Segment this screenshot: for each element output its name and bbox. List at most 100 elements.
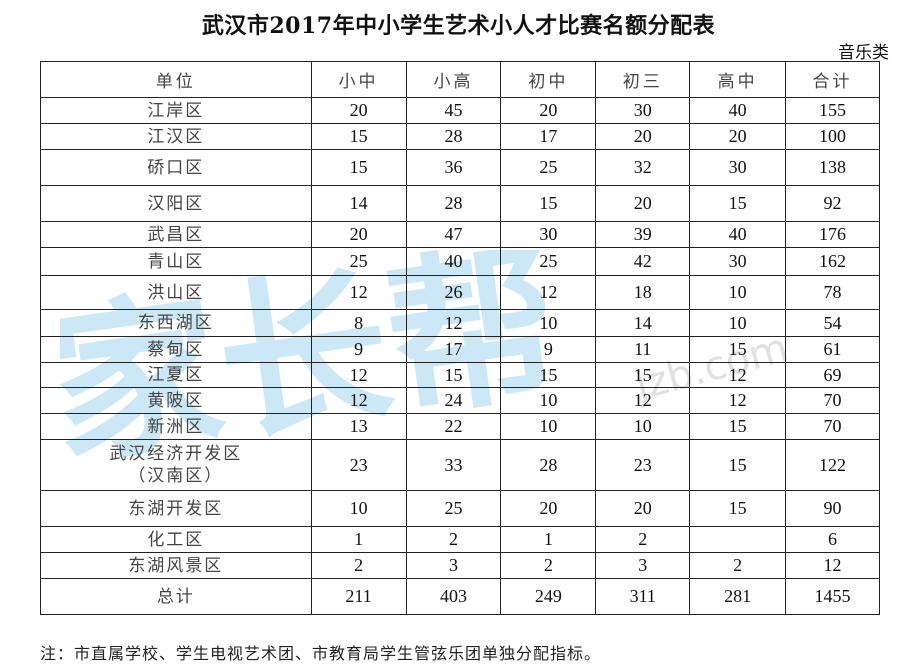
quota-cell: 1 bbox=[310, 526, 407, 553]
table-row: 江汉区 15 28 17 20 20 100 bbox=[40, 123, 880, 150]
district-name: 总计 bbox=[40, 578, 312, 615]
quota-cell: 25 bbox=[500, 149, 597, 186]
table-row: 东西湖区 8 12 10 14 10 54 bbox=[40, 309, 880, 337]
quota-cell: 36 bbox=[405, 149, 502, 186]
district-name: 青山区 bbox=[40, 247, 312, 276]
quota-cell: 15 bbox=[689, 413, 787, 440]
quota-cell: 28 bbox=[405, 123, 502, 150]
district-name: 东湖开发区 bbox=[40, 490, 312, 527]
district-name: 江夏区 bbox=[40, 362, 312, 388]
quota-cell: 69 bbox=[785, 362, 880, 388]
quota-cell bbox=[689, 526, 787, 553]
quota-table: 单位 小中 小高 初中 初三 高中 合计 江岸区 20 45 20 30 40 155 江汉区 15 28 17 2… bbox=[40, 61, 880, 615]
quota-cell: 45 bbox=[405, 97, 502, 124]
quota-cell: 1455 bbox=[785, 578, 880, 615]
quota-cell: 3 bbox=[595, 552, 691, 579]
quota-cell: 12 bbox=[689, 387, 787, 414]
quota-cell: 20 bbox=[310, 221, 407, 248]
quota-cell: 9 bbox=[310, 336, 407, 363]
district-name: 硚口区 bbox=[40, 149, 312, 186]
quota-cell: 32 bbox=[595, 149, 691, 186]
district-name: 江岸区 bbox=[40, 97, 312, 124]
quota-cell: 10 bbox=[689, 309, 787, 337]
quota-cell: 70 bbox=[785, 413, 880, 440]
district-name: 蔡甸区 bbox=[40, 336, 312, 363]
district-name: 新洲区 bbox=[40, 413, 312, 440]
quota-cell: 6 bbox=[785, 526, 880, 553]
quota-cell: 20 bbox=[595, 185, 691, 222]
quota-cell: 122 bbox=[785, 439, 880, 491]
quota-cell: 12 bbox=[785, 552, 880, 579]
column-header: 小中 bbox=[310, 61, 407, 98]
quota-cell: 17 bbox=[500, 123, 597, 150]
category-label: 音乐类 bbox=[838, 43, 889, 63]
table-row: 硚口区 15 36 25 32 30 138 bbox=[40, 149, 880, 186]
quota-cell: 14 bbox=[595, 309, 691, 337]
table-header-row: 单位 小中 小高 初中 初三 高中 合计 bbox=[40, 61, 880, 98]
quota-cell: 15 bbox=[500, 362, 597, 388]
column-header: 单位 bbox=[40, 61, 312, 98]
table-row: 江岸区 20 45 20 30 40 155 bbox=[40, 97, 880, 124]
quota-cell: 176 bbox=[785, 221, 880, 248]
table-row: 东湖开发区 10 25 20 20 15 90 bbox=[40, 490, 880, 527]
quota-cell: 25 bbox=[405, 490, 502, 527]
quota-cell: 92 bbox=[785, 185, 880, 222]
quota-cell: 54 bbox=[785, 309, 880, 337]
quota-cell: 10 bbox=[310, 490, 407, 527]
quota-cell: 100 bbox=[785, 123, 880, 150]
table-row: 洪山区 12 26 12 18 10 78 bbox=[40, 275, 880, 310]
quota-cell: 20 bbox=[310, 97, 407, 124]
quota-cell: 162 bbox=[785, 247, 880, 276]
table-row: 黄陂区 12 24 10 12 12 70 bbox=[40, 387, 880, 414]
quota-cell: 30 bbox=[500, 221, 597, 248]
district-name: 东西湖区 bbox=[40, 309, 312, 337]
table-row: 武昌区 20 47 30 39 40 176 bbox=[40, 221, 880, 248]
quota-cell: 20 bbox=[595, 123, 691, 150]
quota-cell: 12 bbox=[310, 275, 407, 310]
quota-cell: 20 bbox=[500, 490, 597, 527]
quota-cell: 249 bbox=[500, 578, 597, 615]
quota-cell: 15 bbox=[595, 362, 691, 388]
table-row: 汉阳区 14 28 15 20 15 92 bbox=[40, 185, 880, 222]
quota-cell: 78 bbox=[785, 275, 880, 310]
quota-cell: 23 bbox=[595, 439, 691, 491]
quota-cell: 22 bbox=[405, 413, 502, 440]
quota-cell: 70 bbox=[785, 387, 880, 414]
quota-cell: 2 bbox=[405, 526, 502, 553]
quota-cell: 15 bbox=[500, 185, 597, 222]
quota-cell: 2 bbox=[310, 552, 407, 579]
quota-cell: 33 bbox=[405, 439, 502, 491]
quota-cell: 12 bbox=[310, 362, 407, 388]
quota-cell: 20 bbox=[595, 490, 691, 527]
district-name: 汉阳区 bbox=[40, 185, 312, 222]
quota-cell: 90 bbox=[785, 490, 880, 527]
column-header: 高中 bbox=[689, 61, 787, 98]
table-row: 新洲区 13 22 10 10 15 70 bbox=[40, 413, 880, 440]
quota-cell: 311 bbox=[595, 578, 691, 615]
quota-cell: 40 bbox=[405, 247, 502, 276]
quota-cell: 10 bbox=[500, 387, 597, 414]
quota-cell: 23 bbox=[310, 439, 407, 491]
quota-cell: 211 bbox=[310, 578, 407, 615]
quota-cell: 30 bbox=[595, 97, 691, 124]
quota-cell: 10 bbox=[689, 275, 787, 310]
quota-cell: 9 bbox=[500, 336, 597, 363]
quota-cell: 20 bbox=[689, 123, 787, 150]
quota-cell: 281 bbox=[689, 578, 787, 615]
quota-cell: 40 bbox=[689, 97, 787, 124]
quota-cell: 40 bbox=[689, 221, 787, 248]
quota-cell: 2 bbox=[595, 526, 691, 553]
quota-cell: 10 bbox=[595, 413, 691, 440]
quota-cell: 8 bbox=[310, 309, 407, 337]
quota-cell: 403 bbox=[405, 578, 502, 615]
quota-cell: 39 bbox=[595, 221, 691, 248]
quota-cell: 20 bbox=[500, 97, 597, 124]
table-row: 东湖风景区 2 3 2 3 2 12 bbox=[40, 552, 880, 579]
quota-cell: 10 bbox=[500, 309, 597, 337]
quota-cell: 2 bbox=[500, 552, 597, 579]
document-title: 武汉市2017年中小学生艺术小人才比赛名额分配表 bbox=[201, 13, 716, 39]
quota-cell: 15 bbox=[689, 490, 787, 527]
column-header: 初三 bbox=[595, 61, 691, 98]
district-name: 洪山区 bbox=[40, 275, 312, 310]
quota-cell: 11 bbox=[595, 336, 691, 363]
